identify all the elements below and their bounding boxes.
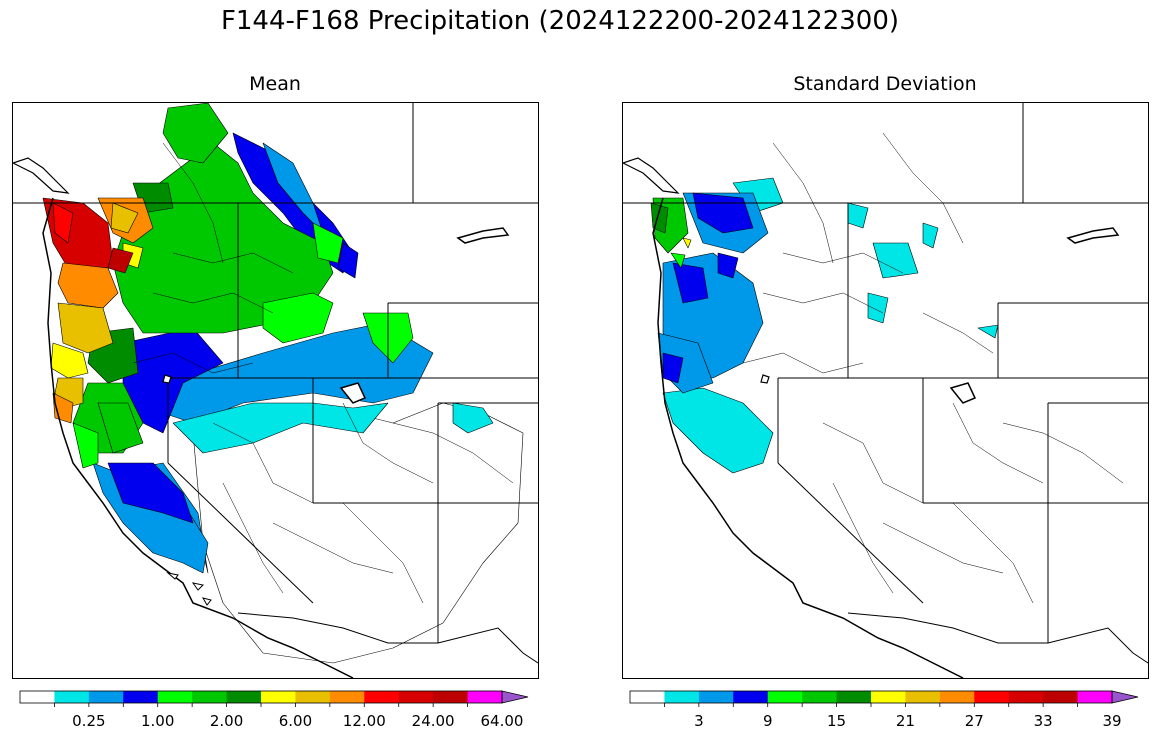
mean-panel-title: Mean [249,73,301,95]
stdev-colorbar-segment [939,691,975,703]
stdev-colorbar-segment [1043,691,1079,703]
sd-basin-bright-green-1 [670,252,686,269]
mean-colorbar-segment [88,691,124,703]
mean-colorbar-tick-label: 64.00 [481,712,524,730]
coastline [42,197,354,678]
mean-colorbar-extend-arrow [501,690,529,704]
mean-colorbar-segment [433,691,469,703]
mean-colorbar-tick-label: 12.00 [343,712,386,730]
stdev-colorbar-tick-label: 39 [1102,712,1121,730]
basin-gold-3 [110,202,139,234]
stdev-colorbar-segment [698,691,734,703]
mean-colorbar-segment [398,691,434,703]
puget-sound [13,157,70,194]
mean-map-canvas [13,103,538,678]
sd-watershed-boundaries [742,132,1124,604]
stdev-colorbar-segment [974,691,1010,703]
stdev-panel-title: Standard Deviation [793,73,977,95]
basin-bright-green-1 [162,103,229,164]
stdev-precipitation-map [622,102,1149,679]
watershed-boundaries [132,142,514,604]
sd-basin-cyan-5 [922,222,939,249]
sd-basin-cyan-4 [867,292,889,324]
basin-gold-1 [57,302,114,354]
stdev-colorbar-tick-label: 9 [763,712,773,730]
sd-basin-cyan-2 [847,202,869,229]
mean-colorbar-svg: 0.25 1.00 2.00 6.00 12.00 24.00 64.00 [19,690,529,730]
stdev-colorbar-segment [630,691,665,703]
sd-state-boundaries [623,103,1148,664]
stdev-colorbar-segment [905,691,941,703]
stdev-colorbar-segment [871,691,906,703]
state-boundaries [13,103,538,664]
sd-basin-darkblue-4 [662,352,684,384]
mean-colorbar-segment [329,691,365,703]
sd-basin-cyan-3 [872,242,919,279]
stdev-colorbar-tick-label: 27 [965,712,984,730]
sd-basin-cyan-7 [662,387,774,474]
basin-red-bright [52,202,74,244]
basin-bright-green-4 [312,222,344,264]
basin-cyan-east [452,402,494,434]
basin-darkblue-ne [337,242,359,279]
mean-colorbar-segment [54,691,90,703]
mean-colorbar-segment [192,691,228,703]
sd-basin-yellow-1 [682,237,692,249]
channel-islands-1 [166,572,179,580]
channel-islands-3 [201,597,212,606]
mean-colorbar-segment [157,691,193,703]
mean-colorbar-segment [20,691,55,703]
mean-colorbar-tick-label: 1.00 [141,712,174,730]
mean-colorbar-segment [261,691,296,703]
stdev-colorbar: 3 9 15 21 27 33 39 [628,690,1140,734]
sd-puget-sound [623,157,680,194]
stdev-colorbar-segment [1008,691,1044,703]
mean-colorbar-tick-label: 24.00 [412,712,455,730]
great-salt-lake [339,382,367,404]
mean-colorbar-segment [364,691,400,703]
mean-colorbar-segment [123,691,159,703]
mean-colorbar-segment [295,691,331,703]
stdev-colorbar-segment [836,691,872,703]
channel-islands-2 [191,582,205,591]
basin-darkblue-south [107,462,194,524]
stdev-colorbar-segment [802,691,838,703]
lake-michigan-outline [456,227,510,244]
stdev-map-canvas [623,103,1148,678]
sd-lake-michigan-outline [1066,227,1120,244]
sd-basin-darkblue-2 [672,262,709,304]
stdev-colorbar-tick-label: 3 [694,712,704,730]
mean-colorbar-segment [226,691,262,703]
mean-colorbar-tick-label: 2.00 [210,712,243,730]
basin-cyan-interior [172,402,389,454]
sd-great-salt-lake [949,382,977,404]
basin-bright-green-sw [72,422,99,469]
basin-orange-2 [57,262,119,309]
stdev-colorbar-tick-label: 33 [1034,712,1053,730]
sd-coastline [652,197,964,678]
stdev-colorbar-segment [664,691,700,703]
stdev-colorbar-tick-label: 15 [827,712,846,730]
mean-colorbar: 0.25 1.00 2.00 6.00 12.00 24.00 64.00 [18,690,530,734]
basin-darkred-1 [107,247,134,274]
mean-colorbar-segment [467,691,503,703]
sd-basin-cyan-6 [977,324,999,339]
stdev-colorbar-svg: 3 9 15 21 27 33 39 [629,690,1139,730]
mean-colorbar-tick-label: 0.25 [72,712,105,730]
stdev-colorbar-segment [733,691,769,703]
figure-title: F144-F168 Precipitation (2024122200-2024… [220,6,900,36]
mean-colorbar-tick-label: 6.00 [279,712,312,730]
sd-lake-tahoe [760,374,770,384]
sd-basin-darkblue-3 [717,252,739,279]
mean-precipitation-map [12,102,539,679]
stdev-colorbar-extend-arrow [1111,690,1139,704]
basin-green-coast2 [97,402,144,454]
stdev-colorbar-segment [1077,691,1113,703]
stdev-colorbar-segment [767,691,803,703]
basin-bright-green-2 [262,292,334,344]
lake-tahoe [162,374,172,384]
stdev-colorbar-tick-label: 21 [896,712,915,730]
